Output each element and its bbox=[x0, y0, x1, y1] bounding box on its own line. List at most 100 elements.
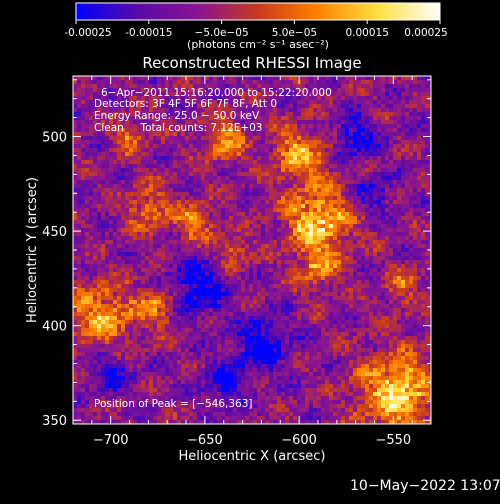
heatmap-cell bbox=[361, 124, 365, 128]
heatmap-cell bbox=[297, 112, 301, 116]
heatmap-cell bbox=[325, 264, 329, 268]
heatmap-cell bbox=[125, 252, 129, 256]
heatmap-cell bbox=[321, 144, 325, 148]
heatmap-cell bbox=[337, 124, 341, 128]
heatmap-cell bbox=[329, 248, 333, 252]
heatmap-cell bbox=[305, 252, 309, 256]
heatmap-cell bbox=[401, 292, 405, 296]
heatmap-cell bbox=[169, 164, 173, 168]
heatmap-cell bbox=[297, 224, 301, 228]
heatmap-cell bbox=[149, 240, 153, 244]
heatmap-cell bbox=[73, 148, 77, 152]
heatmap-cell bbox=[221, 164, 225, 168]
heatmap-cell bbox=[221, 236, 225, 240]
heatmap-cell bbox=[337, 212, 341, 216]
heatmap-cell bbox=[397, 180, 401, 184]
heatmap-cell bbox=[293, 220, 297, 224]
heatmap-cell bbox=[105, 200, 109, 204]
heatmap-cell bbox=[381, 108, 385, 112]
heatmap-cell bbox=[181, 76, 185, 80]
heatmap-cell bbox=[241, 204, 245, 208]
heatmap-cell bbox=[137, 220, 141, 224]
heatmap-cell bbox=[393, 116, 397, 120]
heatmap-cell bbox=[297, 256, 301, 260]
heatmap-cell bbox=[93, 260, 97, 264]
heatmap-cell bbox=[101, 188, 105, 192]
heatmap-cell bbox=[277, 104, 281, 108]
heatmap-cell bbox=[389, 228, 393, 232]
heatmap-cell bbox=[381, 156, 385, 160]
heatmap-cell bbox=[189, 272, 193, 276]
heatmap-cell bbox=[201, 292, 205, 296]
heatmap-cell bbox=[381, 208, 385, 212]
heatmap-cell bbox=[241, 140, 245, 144]
heatmap-cell bbox=[409, 228, 413, 232]
heatmap-cell bbox=[125, 268, 129, 272]
heatmap-cell bbox=[357, 164, 361, 168]
heatmap-cell bbox=[193, 248, 197, 252]
heatmap-cell bbox=[189, 156, 193, 160]
heatmap-cell bbox=[137, 208, 141, 212]
heatmap-cell bbox=[97, 228, 101, 232]
heatmap-cell bbox=[137, 180, 141, 184]
heatmap-cell bbox=[309, 204, 313, 208]
heatmap-cell bbox=[365, 256, 369, 260]
heatmap-cell bbox=[269, 196, 273, 200]
heatmap-cell bbox=[73, 88, 77, 92]
heatmap-cell bbox=[77, 236, 81, 240]
heatmap-cell bbox=[77, 200, 81, 204]
heatmap-cell bbox=[365, 216, 369, 220]
heatmap-cell bbox=[413, 220, 417, 224]
heatmap-cell bbox=[373, 220, 377, 224]
heatmap-cell bbox=[133, 172, 137, 176]
heatmap-cell bbox=[149, 268, 153, 272]
heatmap-cell bbox=[373, 84, 377, 88]
heatmap-cell bbox=[401, 216, 405, 220]
heatmap-cell bbox=[309, 120, 313, 124]
heatmap-cell bbox=[233, 260, 237, 264]
heatmap-cell bbox=[277, 256, 281, 260]
heatmap-cell bbox=[189, 140, 193, 144]
heatmap-cell bbox=[185, 144, 189, 148]
heatmap-cell bbox=[209, 272, 213, 276]
heatmap-cell bbox=[381, 284, 385, 288]
heatmap-cell bbox=[161, 292, 165, 296]
heatmap-cell bbox=[197, 80, 201, 84]
heatmap-cell bbox=[185, 192, 189, 196]
heatmap-cell bbox=[197, 212, 201, 216]
heatmap-cell bbox=[361, 180, 365, 184]
heatmap-cell bbox=[385, 192, 389, 196]
heatmap-cell bbox=[189, 196, 193, 200]
heatmap-cell bbox=[121, 248, 125, 252]
heatmap-cell bbox=[365, 204, 369, 208]
heatmap-cell bbox=[329, 256, 333, 260]
heatmap-cell bbox=[329, 120, 333, 124]
heatmap-cell bbox=[241, 228, 245, 232]
heatmap-cell bbox=[229, 188, 233, 192]
heatmap-cell bbox=[253, 252, 257, 256]
heatmap-cell bbox=[325, 164, 329, 168]
heatmap-cell bbox=[329, 76, 333, 80]
heatmap-cell bbox=[309, 216, 313, 220]
heatmap-cell bbox=[101, 144, 105, 148]
heatmap-cell bbox=[381, 260, 385, 264]
heatmap-cell bbox=[225, 172, 229, 176]
heatmap-cell bbox=[81, 80, 85, 84]
heatmap-cell bbox=[93, 160, 97, 164]
heatmap-cell bbox=[197, 184, 201, 188]
heatmap-cell bbox=[201, 192, 205, 196]
heatmap-cell bbox=[205, 188, 209, 192]
heatmap-cell bbox=[229, 192, 233, 196]
heatmap-cell bbox=[425, 164, 429, 168]
heatmap-cell bbox=[293, 116, 297, 120]
heatmap-cell bbox=[345, 196, 349, 200]
heatmap-cell bbox=[89, 224, 93, 228]
heatmap-cell bbox=[289, 80, 293, 84]
heatmap-cell bbox=[205, 288, 209, 292]
heatmap-cell bbox=[197, 136, 201, 140]
heatmap-cell bbox=[229, 156, 233, 160]
heatmap-cell bbox=[109, 172, 113, 176]
heatmap-cell bbox=[401, 152, 405, 156]
heatmap-cell bbox=[373, 244, 377, 248]
heatmap-cell bbox=[117, 212, 121, 216]
